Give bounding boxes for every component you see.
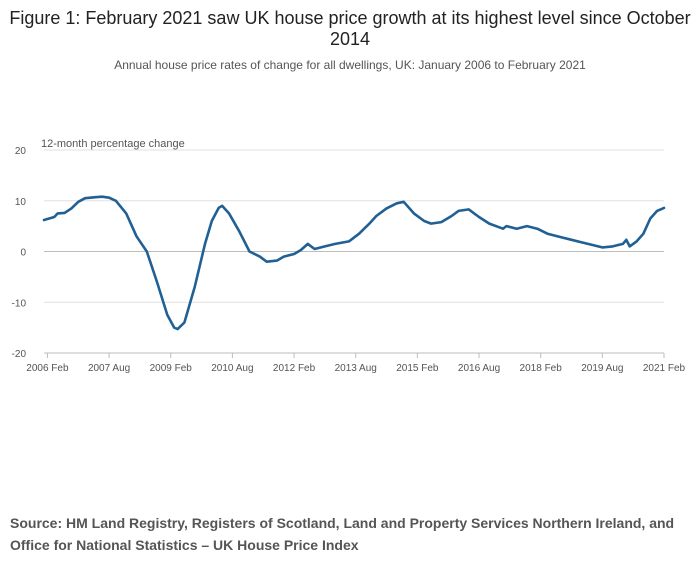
x-tick-label: 2006 Feb	[26, 363, 69, 374]
x-tick-label: 2010 Aug	[211, 363, 253, 374]
x-tick-label: 2018 Feb	[520, 363, 563, 374]
chart-title: Figure 1: February 2021 saw UK house pri…	[9, 8, 691, 49]
series-line	[42, 195, 666, 331]
gridlines	[44, 149, 664, 354]
x-axis: 2006 Feb 2007 Aug 2009 Feb 2010 Aug 2012 Feb…	[26, 352, 686, 374]
y-axis-label: 12-month percentage change	[41, 138, 185, 150]
chart-subtitle: Annual house price rates of change for a…	[114, 58, 586, 72]
y-tick-label: 10	[15, 197, 27, 208]
x-tick-label: 2016 Aug	[458, 363, 500, 374]
x-tick-label: 2012 Feb	[273, 363, 316, 374]
x-tick-label: 2013 Aug	[335, 363, 377, 374]
y-tick-label: -20	[12, 349, 27, 360]
x-tick-label: 2019 Aug	[581, 363, 623, 374]
y-tick-label: 20	[15, 146, 27, 157]
y-tick-label: -10	[12, 298, 27, 309]
source-note: Source: HM Land Registry, Registers of S…	[10, 515, 675, 553]
y-axis-ticks: 20 10 0 -10 -20	[12, 146, 27, 360]
line-chart: 20 10 0 -10 -20 2006 Feb 2007 Aug 2009 Feb 2010…	[12, 138, 686, 374]
y-tick-label: 0	[20, 248, 26, 259]
x-tick-label: 2007 Aug	[88, 363, 130, 374]
x-tick-label: 2009 Feb	[150, 363, 193, 374]
x-tick-label: 2021 Feb	[643, 363, 686, 374]
x-tick-label: 2015 Feb	[396, 363, 439, 374]
